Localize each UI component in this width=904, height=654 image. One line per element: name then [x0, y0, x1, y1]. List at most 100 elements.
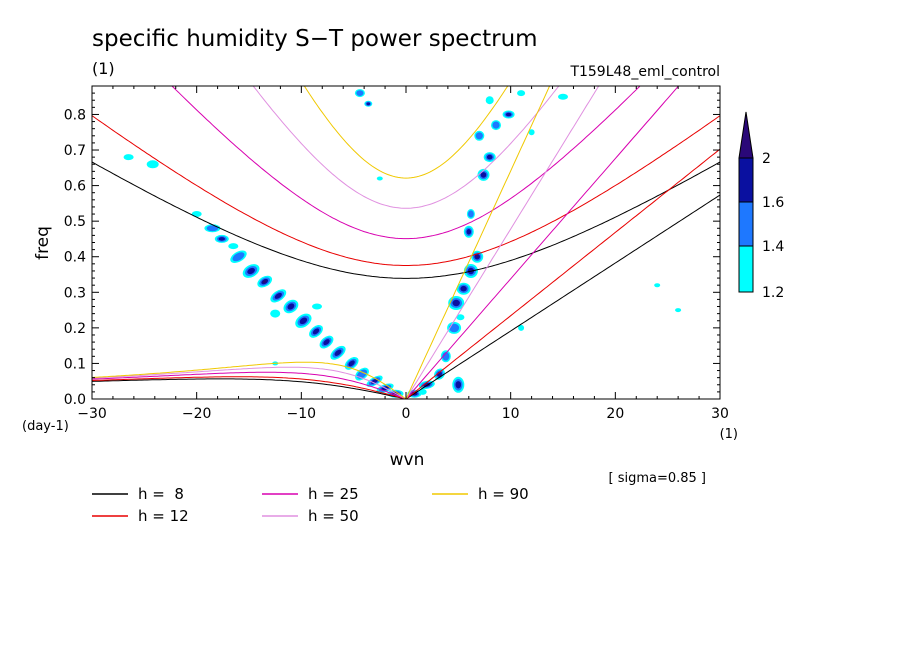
contour-blob-4: [218, 237, 225, 241]
contour-blob-109: [558, 93, 568, 100]
colorbar: 1.2 1.4 1.6 2: [738, 111, 784, 301]
legend-label-3: h = 50: [308, 507, 359, 525]
contour-blob-62: [442, 352, 450, 361]
x-tick-label-2: −10: [287, 406, 317, 422]
y-tick-label-3: 0.3: [64, 285, 86, 301]
curve-h8-kelvin: [405, 194, 720, 399]
curve-h50-rossby: [92, 366, 407, 399]
y-tick-label-8: 0.8: [64, 107, 86, 123]
contour-blob-77: [475, 255, 479, 259]
contour-blob-13: [262, 280, 267, 284]
y-axis-label: freq: [33, 226, 53, 260]
contour-blob-96: [485, 96, 494, 105]
contour-blob-90: [475, 132, 483, 140]
curve-h90-ig: [303, 86, 509, 179]
curve-h8-ig: [92, 161, 720, 279]
contour-blob-6: [232, 252, 245, 262]
contour-blob-28: [323, 339, 330, 346]
y-tick-label-5: 0.5: [64, 214, 86, 230]
colorbar-box-1: [738, 201, 754, 247]
contour-blob-50: [312, 303, 322, 310]
contour-blob-110: [518, 324, 525, 331]
contour-blob-88: [486, 154, 493, 160]
contour-blob-101: [455, 381, 462, 389]
curve-h90-rossby: [92, 361, 407, 399]
contour-blob-67: [452, 299, 460, 307]
x-tick-label-4: 10: [502, 406, 520, 422]
spectral-contours: [123, 89, 682, 398]
legend-label-1: h = 12: [138, 507, 189, 525]
contour-blob-19: [287, 303, 295, 310]
curve-h8-rossby: [92, 378, 407, 399]
sigma-note: [ sigma=0.85 ]: [608, 471, 706, 486]
colorbar-top-triangle: [738, 111, 754, 159]
curve-h50-kelvin: [405, 86, 600, 399]
contour-blob-108: [366, 102, 371, 106]
contour-blob-9: [247, 267, 255, 275]
contour-blob-111: [418, 388, 427, 395]
curve-h25-kelvin: [405, 86, 680, 399]
y-tick-label-0: 0.0: [64, 392, 86, 408]
dispersion-curves: [92, 86, 720, 399]
colorbar-label-1: 1.4: [762, 239, 784, 255]
chart-title: specific humidity S−T power spectrum: [92, 26, 538, 52]
y-tick-label-2: 0.2: [64, 321, 86, 337]
contour-blob-82: [468, 210, 474, 218]
legend-label-4: h = 90: [478, 485, 529, 503]
x-tick-label-6: 30: [711, 406, 729, 422]
colorbar-box-0: [738, 245, 754, 293]
curve-h90-kelvin: [405, 86, 551, 399]
contour-blob-49: [270, 309, 281, 318]
contour-blob-34: [348, 360, 355, 367]
y-axis: 0.0 0.1 0.2 0.3 0.4 0.5 0.6 0.7 0.8: [64, 92, 720, 408]
x-axis-label: wvn: [390, 450, 425, 470]
x-tick-label-5: 20: [606, 406, 624, 422]
contour-blob-85: [480, 172, 487, 178]
curve-h12-rossby: [92, 376, 407, 399]
contour-blob-102: [146, 160, 159, 169]
y-unit-label: (day-1): [22, 419, 69, 434]
colorbar-label-2: 1.6: [762, 195, 784, 211]
colorbar-label-0: 1.2: [762, 285, 784, 301]
legend-label-2: h = 25: [308, 485, 359, 503]
y-tick-label-4: 0.4: [64, 250, 86, 266]
curve-h25-rossby: [92, 371, 407, 399]
contour-blob-16: [274, 292, 282, 299]
units-left-label: (1): [92, 59, 115, 78]
plot-frame: [91, 85, 721, 400]
contour-blob-22: [299, 317, 308, 325]
colorbar-label-3: 2: [762, 151, 771, 167]
x-tick-label-0: −30: [77, 406, 107, 422]
contour-blob-70: [460, 285, 467, 292]
x-unit-label: (1): [720, 427, 738, 442]
contour-blob-36: [356, 369, 368, 379]
x-axis: −30 −20 −10 0 10 20 30: [77, 86, 729, 422]
contour-blob-48: [228, 243, 239, 250]
contour-blob-116: [528, 129, 535, 136]
run-label: T159L48_eml_control: [569, 64, 720, 80]
curve-h12-kelvin: [405, 148, 720, 399]
contour-blob-103: [123, 154, 134, 161]
contour-blob-112: [654, 283, 661, 288]
contour-blob-64: [449, 323, 460, 333]
y-tick-label-1: 0.1: [64, 356, 86, 372]
contour-blob-105: [356, 90, 364, 96]
y-tick-label-6: 0.6: [64, 179, 86, 195]
y-tick-label-7: 0.7: [64, 143, 86, 159]
curve-h50-ig: [252, 86, 560, 209]
contour-blob-1: [206, 225, 219, 232]
curve-legend: h = 8 h = 12 h = 25 h = 50 h = 90: [92, 485, 529, 525]
x-tick-label-3: 0: [402, 406, 411, 422]
curve-h12-ig: [92, 115, 720, 266]
contour-blob-97: [517, 90, 526, 97]
legend-label-0: h = 8: [138, 485, 184, 503]
contour-blob-95: [505, 112, 512, 117]
contour-blob-92: [492, 121, 500, 129]
contour-blob-25: [312, 328, 320, 335]
x-tick-label-1: −20: [182, 406, 212, 422]
contour-blob-114: [376, 176, 383, 181]
contour-blob-80: [466, 229, 472, 235]
contour-blob-115: [675, 308, 682, 313]
colorbar-box-2: [738, 157, 754, 203]
